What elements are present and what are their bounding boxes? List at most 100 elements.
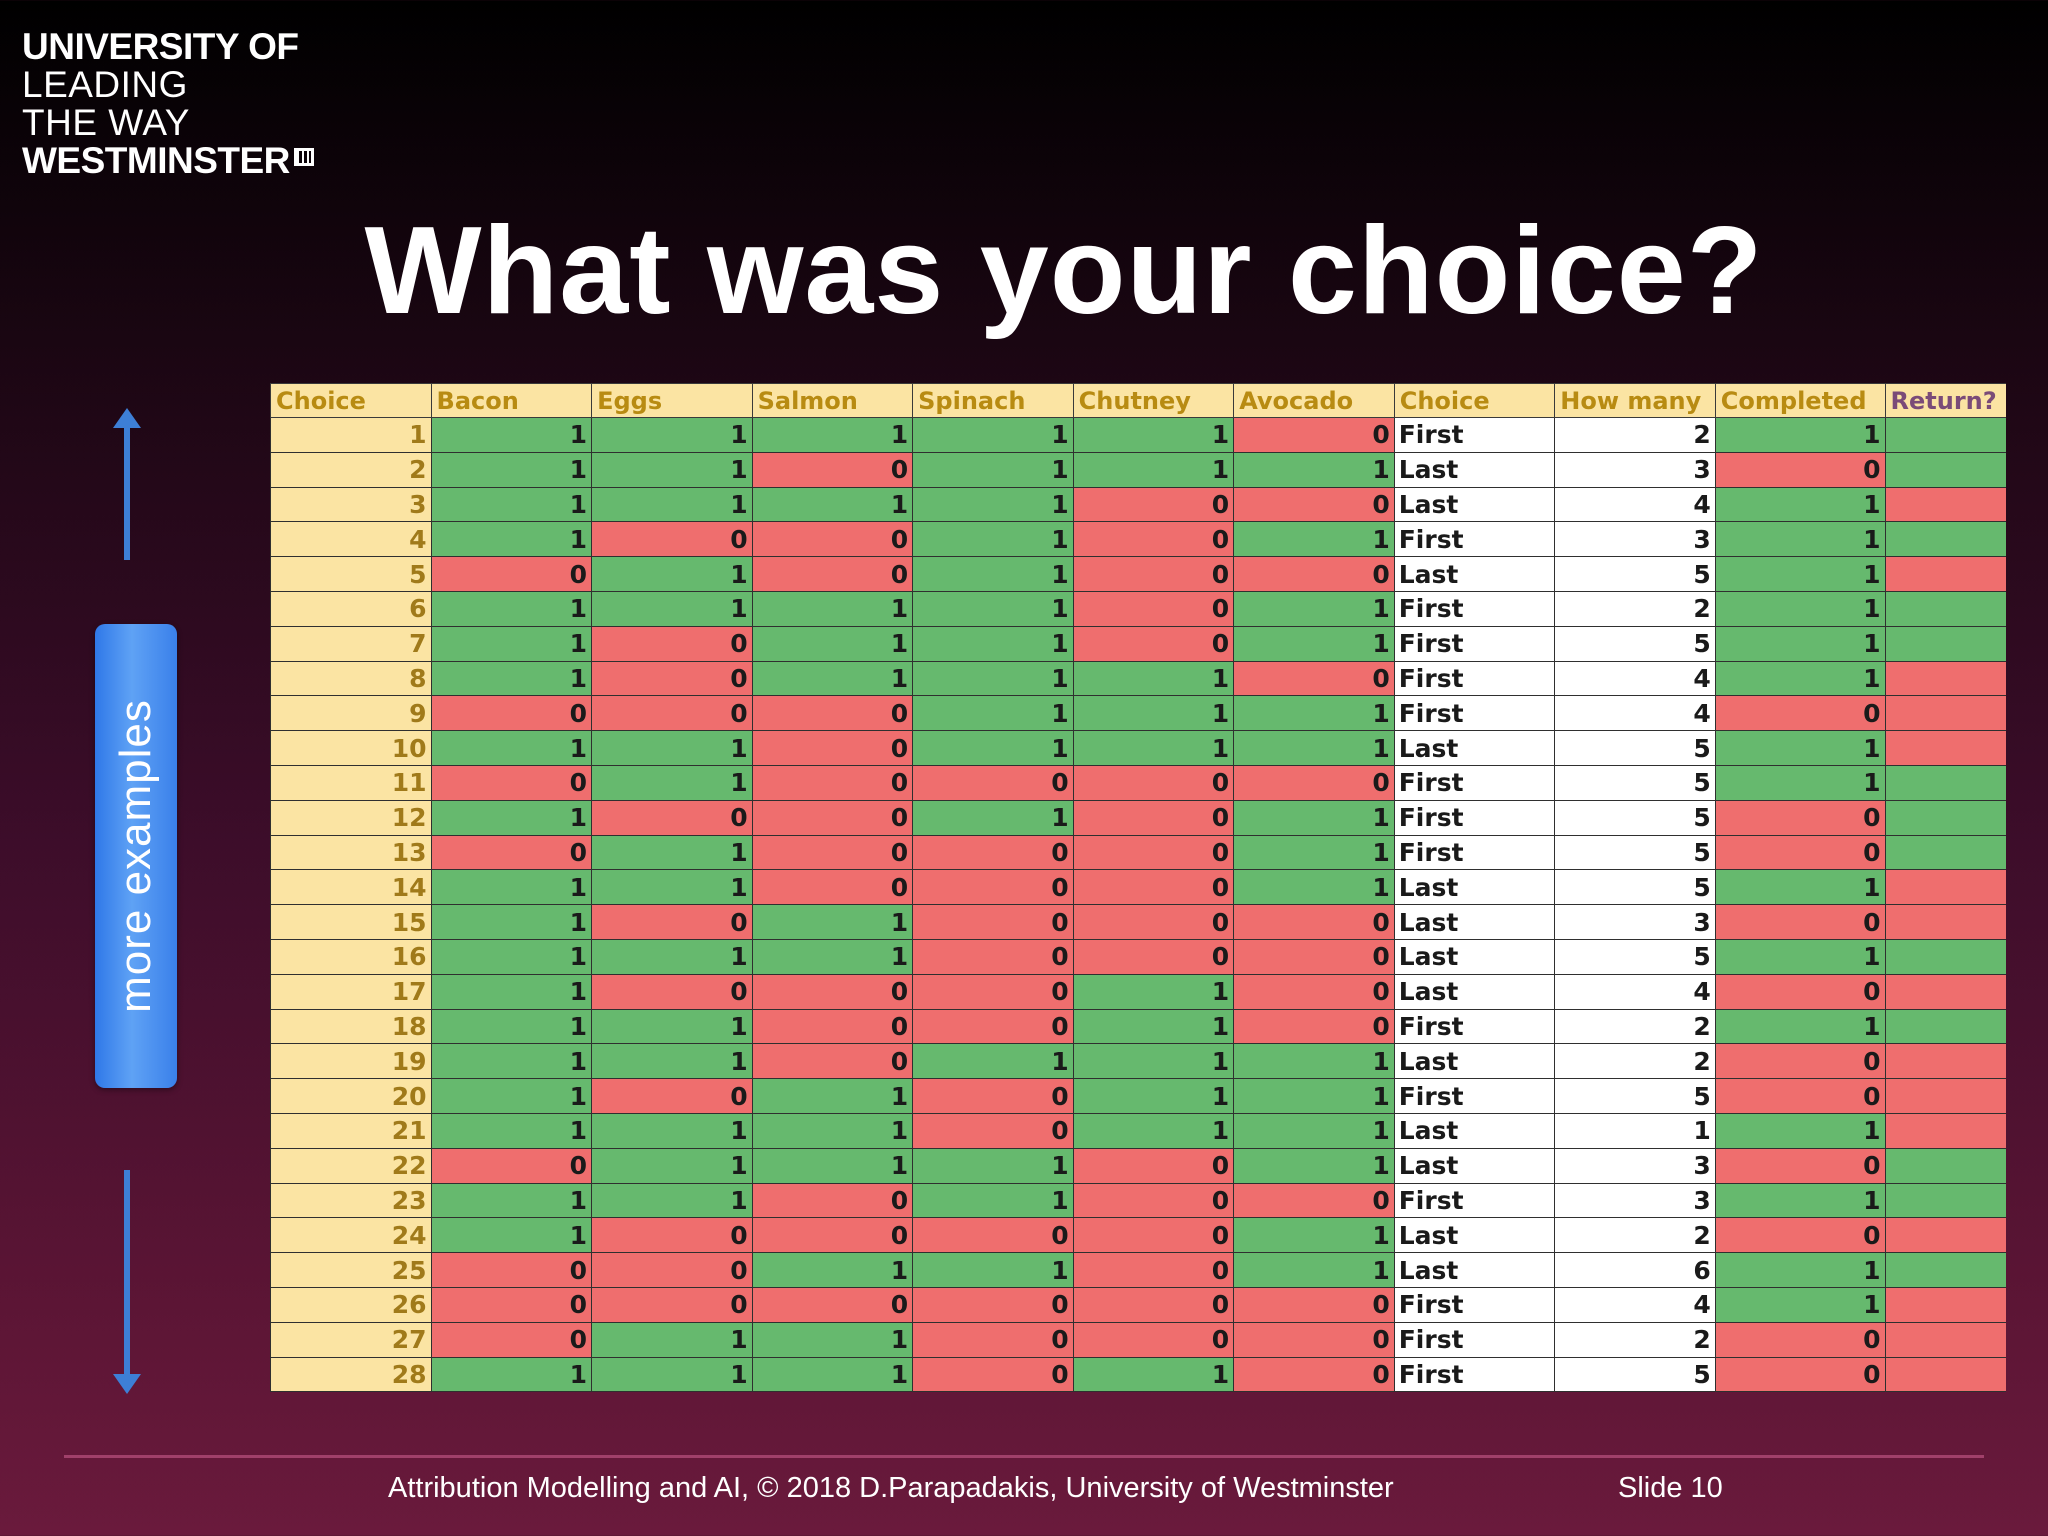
table-cell: 0 bbox=[1233, 1008, 1395, 1045]
table-cell: 1 bbox=[1233, 1043, 1395, 1080]
table-cell: 0 bbox=[1072, 904, 1235, 940]
table-cell: 1 bbox=[1072, 1078, 1235, 1114]
table-cell: 1 bbox=[1233, 1217, 1395, 1254]
table-cell: 1 bbox=[1072, 1008, 1235, 1045]
table-cell: Last bbox=[1393, 486, 1556, 523]
table-cell: 1 bbox=[430, 1112, 593, 1149]
table-cell: First bbox=[1393, 1078, 1556, 1114]
table-cell: 1 bbox=[912, 1043, 1074, 1080]
table-cell: 0 bbox=[1714, 834, 1886, 871]
table-cell: 1 bbox=[1714, 764, 1886, 801]
table-cell: 8 bbox=[270, 660, 432, 697]
table-cell: 0 bbox=[1714, 1321, 1886, 1358]
table-cell: 5 bbox=[1554, 834, 1716, 871]
table-cell: 0 bbox=[1714, 695, 1886, 732]
table-cell: 1 bbox=[751, 625, 914, 662]
table-cell: 1 bbox=[1884, 625, 2006, 662]
table-cell: 1 bbox=[591, 486, 753, 523]
table-cell: 5 bbox=[270, 556, 432, 592]
table-cell: 0 bbox=[1884, 1112, 2006, 1149]
table-cell: 0 bbox=[1233, 1321, 1395, 1358]
table-cell: 1 bbox=[912, 451, 1074, 488]
table-cell: 5 bbox=[1554, 799, 1716, 836]
table-cell: 1 bbox=[1714, 1008, 1886, 1045]
table-cell: First bbox=[1393, 1321, 1556, 1358]
table-cell: 1 bbox=[591, 1043, 753, 1080]
table-cell: 0 bbox=[1714, 1147, 1886, 1184]
table-cell: 0 bbox=[912, 1078, 1074, 1114]
footer-text: Attribution Modelling and AI, © 2018 D.P… bbox=[388, 1472, 1394, 1504]
arrow-up-icon bbox=[113, 408, 141, 560]
table-cell: 4 bbox=[1554, 660, 1716, 697]
slide-title: What was your choice? bbox=[364, 202, 1764, 340]
column-header: Avocado bbox=[1233, 383, 1395, 418]
table-cell: 0 bbox=[1884, 486, 2006, 523]
table-cell: 0 bbox=[912, 1112, 1074, 1149]
table-cell: 14 bbox=[270, 869, 432, 906]
table-cell: 3 bbox=[1554, 1182, 1716, 1219]
column-header: Return? bbox=[1884, 383, 2006, 418]
table-cell: 1 bbox=[751, 590, 914, 627]
table-cell: 1 bbox=[591, 1147, 753, 1184]
table-row: 5010100Last510 bbox=[270, 556, 2006, 592]
table-cell: 1 bbox=[591, 1356, 753, 1393]
table-cell: 20 bbox=[270, 1078, 432, 1114]
table-cell: 0 bbox=[751, 521, 914, 558]
table-cell: 1 bbox=[1714, 869, 1886, 906]
table-cell: 0 bbox=[1072, 834, 1235, 871]
table-cell: 1 bbox=[1233, 869, 1395, 906]
table-cell: 0 bbox=[430, 834, 593, 871]
table-cell: 0 bbox=[751, 1286, 914, 1323]
table-cell: 1 bbox=[1884, 521, 2006, 558]
table-cell: 0 bbox=[1072, 1321, 1235, 1358]
table-cell: 0 bbox=[1233, 556, 1395, 592]
table-cell: 5 bbox=[1554, 1078, 1716, 1114]
table-cell: 1 bbox=[591, 1008, 753, 1045]
table-cell: 1 bbox=[430, 660, 593, 697]
table-cell: 1 bbox=[591, 1321, 753, 1358]
table-cell: 1 bbox=[430, 1008, 593, 1045]
table-cell: First bbox=[1393, 1008, 1556, 1045]
table-cell: 1 bbox=[591, 451, 753, 488]
table-cell: 0 bbox=[1714, 1078, 1886, 1114]
table-cell: 0 bbox=[1884, 973, 2006, 1010]
table-cell: 0 bbox=[591, 1078, 753, 1114]
table-cell: 0 bbox=[591, 695, 753, 732]
table-cell: 0 bbox=[912, 1008, 1074, 1045]
table-cell: 0 bbox=[1884, 869, 2006, 906]
table-cell: 1 bbox=[591, 1112, 753, 1149]
table-cell: 1 bbox=[751, 1078, 914, 1114]
table-cell: 1 bbox=[430, 486, 593, 523]
table-cell: 0 bbox=[430, 1252, 593, 1288]
table-cell: 1 bbox=[912, 1252, 1074, 1288]
table-cell: 4 bbox=[270, 521, 432, 558]
table-cell: 22 bbox=[270, 1147, 432, 1184]
table-cell: 6 bbox=[270, 590, 432, 627]
more-examples-button[interactable]: more examples bbox=[95, 624, 177, 1088]
table-cell: 0 bbox=[912, 1217, 1074, 1254]
table-cell: 1 bbox=[1233, 590, 1395, 627]
table-cell: 10 bbox=[270, 730, 432, 766]
table-cell: 0 bbox=[430, 1147, 593, 1184]
table-cell: 1 bbox=[1072, 1112, 1235, 1149]
table-cell: 0 bbox=[912, 869, 1074, 906]
table-cell: First bbox=[1393, 625, 1556, 662]
table-cell: 1 bbox=[591, 590, 753, 627]
table-cell: 1 bbox=[430, 521, 593, 558]
table-cell: 0 bbox=[1072, 1286, 1235, 1323]
more-examples-label: more examples bbox=[111, 699, 160, 1013]
table-cell: 1 bbox=[751, 1356, 914, 1393]
column-header: Eggs bbox=[591, 383, 753, 418]
table-cell: 26 bbox=[270, 1286, 432, 1323]
table-cell: 1 bbox=[912, 1147, 1074, 1184]
table-row: 8101110First410 bbox=[270, 660, 2006, 697]
table-cell: 5 bbox=[1554, 556, 1716, 592]
table-cell: 1 bbox=[751, 417, 914, 453]
table-cell: 0 bbox=[1714, 1043, 1886, 1080]
table-row: 7101101First511 bbox=[270, 625, 2006, 662]
table-cell: 1 bbox=[430, 625, 593, 662]
table-cell: 1 bbox=[912, 695, 1074, 732]
table-cell: First bbox=[1393, 590, 1556, 627]
table-cell: 0 bbox=[591, 1286, 753, 1323]
